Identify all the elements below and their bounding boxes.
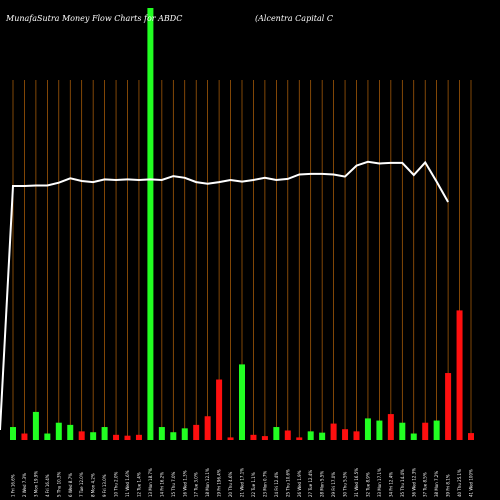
money-flow-bar: [250, 434, 257, 440]
x-tick-label: 6 Wed 8.7%: [68, 473, 73, 497]
money-flow-bar: [55, 422, 62, 440]
x-tick-label: 17 Tue 3.0%: [194, 472, 199, 497]
money-flow-bar: [433, 420, 440, 440]
x-tick-labels: 1 Fri 16.6% 2 Wed 7.3% 3 Mon 19.9% 4 Fri 16…: [11, 468, 474, 497]
money-flow-bar: [261, 436, 268, 440]
x-tick-label: 19 Fri 196.4%: [217, 469, 222, 497]
x-tick-label: 41 Wed 100%: [469, 469, 474, 497]
x-tick-label: 29 Fri 17.0%: [331, 472, 336, 497]
money-flow-bar: [124, 435, 131, 440]
money-flow-bar: [330, 423, 337, 440]
money-flow-bar: [193, 424, 200, 440]
money-flow-bar: [319, 432, 326, 440]
x-tick-label: 32 Tue 8.9%: [365, 472, 370, 497]
x-tick-label: 39 Fri 8.1%: [446, 474, 451, 497]
money-flow-bars: [10, 8, 474, 440]
money-flow-bar: [113, 434, 120, 440]
money-flow-bar: [216, 379, 223, 440]
money-flow-bar: [101, 427, 108, 440]
x-tick-label: 12 Tue 1.4%: [136, 472, 141, 497]
x-tick-label: 40 Thu 25.1%: [457, 469, 462, 497]
money-flow-bar: [44, 433, 51, 440]
money-flow-bar: [32, 411, 39, 440]
x-tick-label: 16 Wed 1.3%: [182, 470, 187, 497]
money-flow-bar: [468, 433, 474, 440]
x-tick-label: 18 Mon 12.1%: [205, 468, 210, 497]
x-tick-label: 36 Wed 12.3%: [411, 468, 416, 497]
money-flow-bar: [364, 418, 371, 440]
money-flow-bar: [456, 310, 463, 440]
money-flow-bar: [353, 431, 360, 440]
money-flow-bar: [204, 416, 211, 440]
x-tick-label: 9 Fri 13.0%: [102, 474, 107, 497]
money-flow-bar: [273, 427, 280, 440]
x-tick-label: 28 Mon 5.5%: [320, 471, 325, 497]
x-tick-label: 26 Wed 1.9%: [297, 470, 302, 497]
x-tick-label: 38 Mon 7.2%: [434, 471, 439, 497]
x-tick-label: 30 Thu 5.5%: [343, 471, 348, 497]
money-flow-bar: [376, 420, 383, 440]
money-flow-bar: [227, 437, 234, 440]
x-tick-label: 7 Tue 12.0%: [79, 472, 84, 497]
x-tick-label: 8 Mon 4.2%: [91, 473, 96, 497]
money-flow-bar: [296, 437, 303, 440]
x-tick-label: 5 Thu 10.3%: [56, 471, 61, 497]
x-tick-label: 25 Thu 10.6%: [285, 469, 290, 497]
money-flow-bar: [387, 414, 394, 440]
money-flow-bar: [181, 428, 188, 440]
money-flow-bar: [10, 427, 16, 440]
x-tick-label: 14 Fri 16.2%: [159, 472, 164, 497]
chart-subtitle: (Alcentra Capital C: [255, 14, 333, 23]
money-flow-bar: [90, 432, 97, 440]
money-flow-bar: [239, 364, 245, 440]
x-tick-label: 3 Mon 19.9%: [33, 471, 38, 497]
x-tick-label: 13 Mon 18.7%: [148, 468, 153, 497]
x-tick-label: 27 Tue 12.4%: [308, 470, 313, 497]
x-tick-label: 22 Tue 1.1%: [251, 472, 256, 497]
x-tick-label: 2 Wed 7.3%: [22, 473, 27, 497]
x-tick-label: 15 Thu 7.0%: [171, 471, 176, 497]
x-tick-label: 34 Fri 12.4%: [388, 472, 393, 497]
x-tick-label: 31 Wed 16.5%: [354, 468, 359, 497]
x-tick-label: 10 Thu 2.0%: [114, 471, 119, 497]
money-flow-bar: [147, 8, 154, 440]
money-flow-bar: [135, 434, 142, 440]
x-tick-label: 11 Wed 1.6%: [125, 470, 130, 497]
money-flow-bar: [67, 424, 74, 440]
money-flow-bar: [284, 430, 291, 440]
money-flow-bar: [78, 431, 85, 440]
x-tick-label: 20 Thu 4.6%: [228, 471, 233, 497]
x-tick-label: 4 Fri 16.4%: [45, 474, 50, 497]
x-tick-label: 35 Thu 14.4%: [400, 469, 405, 497]
money-flow-bar: [170, 432, 177, 440]
money-flow-bar: [307, 431, 314, 440]
money-flow-bar: [410, 433, 417, 440]
money-flow-bar: [399, 422, 406, 440]
x-tick-label: 24 Fri 12.4%: [274, 472, 279, 497]
money-flow-bar: [21, 433, 28, 440]
chart-title: MunafaSutra Money Flow Charts for ABDC: [5, 14, 182, 23]
money-flow-bar: [158, 427, 165, 440]
x-tick-label: 23 Mon 0.7%: [262, 471, 267, 497]
money-flow-bar: [422, 422, 429, 440]
x-tick-label: 33 Mon 17.1%: [377, 468, 382, 497]
money-flow-bar: [445, 373, 452, 440]
price-line: [0, 160, 449, 431]
x-tick-label: 1 Fri 16.6%: [11, 474, 16, 497]
x-tick-label: 21 Wed 17.1%: [240, 468, 245, 497]
x-tick-label: 37 Tue 8.5%: [423, 472, 428, 497]
money-flow-bar: [342, 429, 349, 440]
